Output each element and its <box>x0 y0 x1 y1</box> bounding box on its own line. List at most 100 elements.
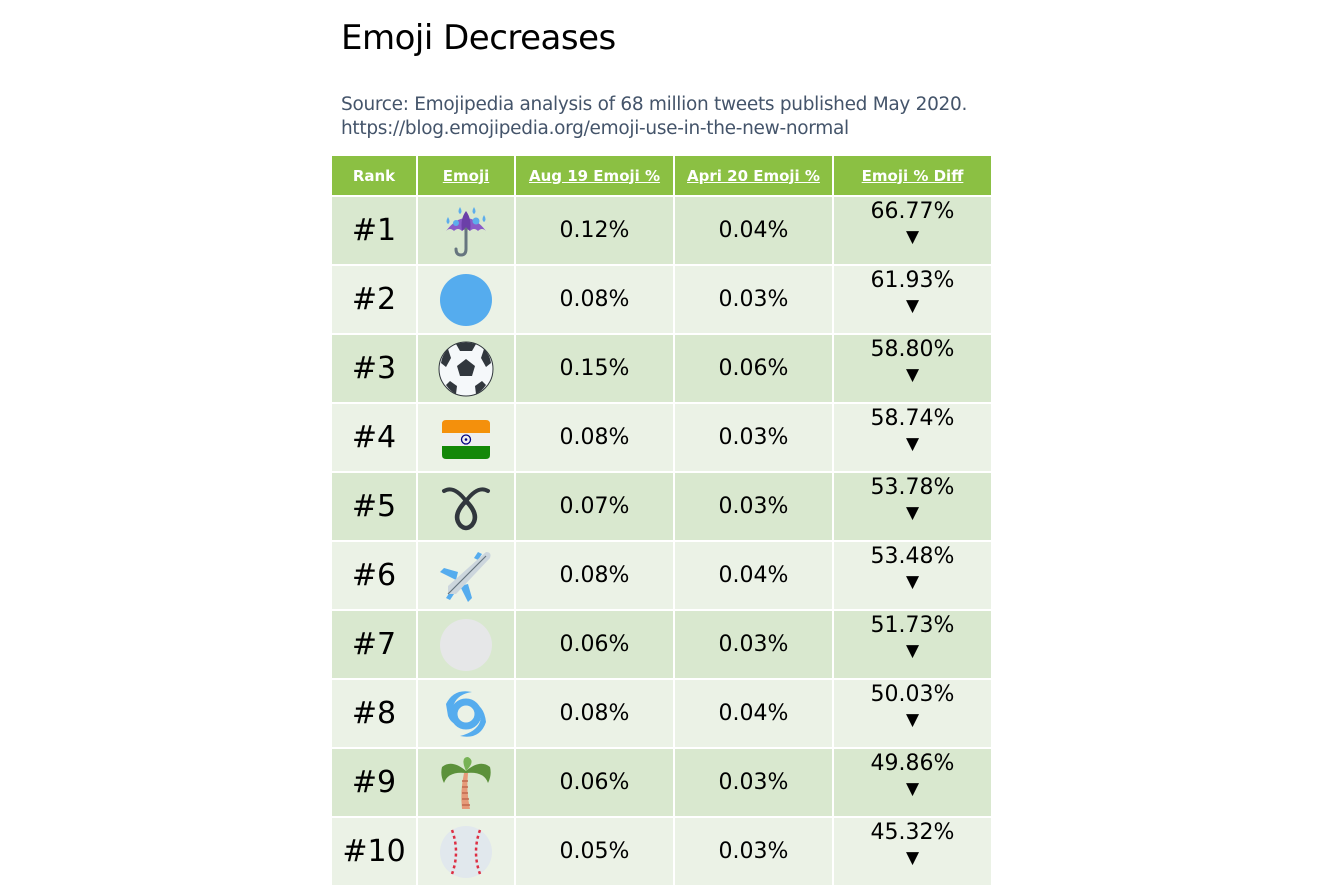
down-triangle-icon: ▼ <box>905 710 920 730</box>
emoji-cell <box>417 817 516 885</box>
umbrella-with-rain-drops-icon <box>446 206 486 257</box>
table-row: #4 0.08% 0.03% 58.74% ▼ <box>332 403 991 473</box>
diff-value: 66.77% <box>870 199 955 224</box>
aug19-cell: 0.06% <box>515 610 675 680</box>
apr20-cell: 0.03% <box>674 610 834 680</box>
aug19-cell: 0.08% <box>515 679 675 749</box>
rank-cell: #4 <box>332 403 418 473</box>
table-row: #3 0.15% 0.06% 58.80% ▼ <box>332 334 991 404</box>
apr20-cell: 0.03% <box>674 472 834 542</box>
down-triangle-icon: ▼ <box>905 641 920 661</box>
diff-value: 53.48% <box>870 544 955 569</box>
emoji-cell <box>417 196 516 266</box>
diff-cell: 58.74% ▼ <box>833 403 991 473</box>
apr20-cell: 0.03% <box>674 817 834 885</box>
table-row: #7 0.06% 0.03% 51.73% ▼ <box>332 610 991 680</box>
emoji-cell <box>417 265 516 335</box>
rank-cell: #2 <box>332 265 418 335</box>
down-triangle-icon: ▼ <box>905 227 920 247</box>
diff-cell: 49.86% ▼ <box>833 748 991 818</box>
emoji-cell <box>417 748 516 818</box>
emoji-cell <box>417 679 516 749</box>
rank-cell: #7 <box>332 610 418 680</box>
baseball-icon <box>440 825 492 878</box>
diff-cell: 50.03% ▼ <box>833 679 991 749</box>
rank-cell: #8 <box>332 679 418 749</box>
rank-cell: #9 <box>332 748 418 818</box>
down-triangle-icon: ▼ <box>905 296 920 316</box>
aug19-cell: 0.06% <box>515 748 675 818</box>
table-row: #6 0.08% 0.04% 53.48% ▼ <box>332 541 991 611</box>
diff-cell: 51.73% ▼ <box>833 610 991 680</box>
aug19-cell: 0.08% <box>515 541 675 611</box>
airplane-icon <box>440 551 491 602</box>
down-triangle-icon: ▼ <box>905 434 920 454</box>
diff-value: 51.73% <box>870 613 955 638</box>
diff-cell: 53.48% ▼ <box>833 541 991 611</box>
header-rank: Rank <box>332 156 418 197</box>
blue-circle-icon <box>440 273 492 326</box>
rank-cell: #6 <box>332 541 418 611</box>
aug19-cell: 0.15% <box>515 334 675 404</box>
aug19-cell: 0.08% <box>515 265 675 335</box>
table-row: #5 0.07% 0.03% 53.78% ▼ <box>332 472 991 542</box>
emoji-cell <box>417 334 516 404</box>
emoji-cell <box>417 403 516 473</box>
diff-cell: 58.80% ▼ <box>833 334 991 404</box>
table-row: #10 0.05% 0.03% 45.32% ▼ <box>332 817 991 885</box>
curly-loop-icon <box>442 486 490 530</box>
diff-cell: 53.78% ▼ <box>833 472 991 542</box>
cyclone-icon <box>446 690 486 737</box>
source-text: Source: Emojipedia analysis of 68 millio… <box>341 94 968 115</box>
header-aug19[interactable]: Aug 19 Emoji % <box>515 156 675 197</box>
page-title: Emoji Decreases <box>341 18 616 58</box>
header-diff[interactable]: Emoji % Diff <box>833 156 991 197</box>
diff-value: 53.78% <box>870 475 955 500</box>
down-triangle-icon: ▼ <box>905 503 920 523</box>
down-triangle-icon: ▼ <box>905 779 920 799</box>
emoji-cell <box>417 472 516 542</box>
aug19-cell: 0.08% <box>515 403 675 473</box>
apr20-cell: 0.06% <box>674 334 834 404</box>
aug19-cell: 0.07% <box>515 472 675 542</box>
apr20-cell: 0.03% <box>674 403 834 473</box>
emoji-cell <box>417 541 516 611</box>
header-apr20[interactable]: Apri 20 Emoji % <box>674 156 834 197</box>
header-emoji[interactable]: Emoji <box>417 156 516 197</box>
rank-cell: #5 <box>332 472 418 542</box>
down-triangle-icon: ▼ <box>905 365 920 385</box>
down-triangle-icon: ▼ <box>905 572 920 592</box>
apr20-cell: 0.04% <box>674 679 834 749</box>
apr20-cell: 0.03% <box>674 265 834 335</box>
source-url: https://blog.emojipedia.org/emoji-use-in… <box>341 118 849 139</box>
apr20-cell: 0.03% <box>674 748 834 818</box>
diff-cell: 61.93% ▼ <box>833 265 991 335</box>
diff-value: 49.86% <box>870 751 955 776</box>
diff-cell: 66.77% ▼ <box>833 196 991 266</box>
rank-cell: #1 <box>332 196 418 266</box>
emoji-decreases-table: Rank Emoji Aug 19 Emoji % Apri 20 Emoji … <box>332 156 991 885</box>
header-row: Rank Emoji Aug 19 Emoji % Apri 20 Emoji … <box>332 156 991 197</box>
emoji-cell <box>417 610 516 680</box>
aug19-cell: 0.12% <box>515 196 675 266</box>
table-row: #1 0.12% 0.04% 66.77% ▼ <box>332 196 991 266</box>
diff-value: 58.74% <box>870 406 955 431</box>
down-triangle-icon: ▼ <box>905 848 920 868</box>
rank-cell: #3 <box>332 334 418 404</box>
aug19-cell: 0.05% <box>515 817 675 885</box>
diff-value: 61.93% <box>870 268 955 293</box>
table-row: #8 0.08% 0.04% 50.03% ▼ <box>332 679 991 749</box>
palm-tree-icon <box>441 756 491 809</box>
diff-value: 50.03% <box>870 682 955 707</box>
diff-value: 58.80% <box>870 337 955 362</box>
rank-cell: #10 <box>332 817 418 885</box>
white-circle-icon <box>440 618 492 671</box>
apr20-cell: 0.04% <box>674 541 834 611</box>
india-flag-icon <box>442 419 490 459</box>
diff-cell: 45.32% ▼ <box>833 817 991 885</box>
table-row: #9 0.06% 0.03% 49.86% ▼ <box>332 748 991 818</box>
table-row: #2 0.08% 0.03% 61.93% ▼ <box>332 265 991 335</box>
source-note: Source: Emojipedia analysis of 68 millio… <box>341 93 967 141</box>
diff-value: 45.32% <box>870 820 955 845</box>
apr20-cell: 0.04% <box>674 196 834 266</box>
